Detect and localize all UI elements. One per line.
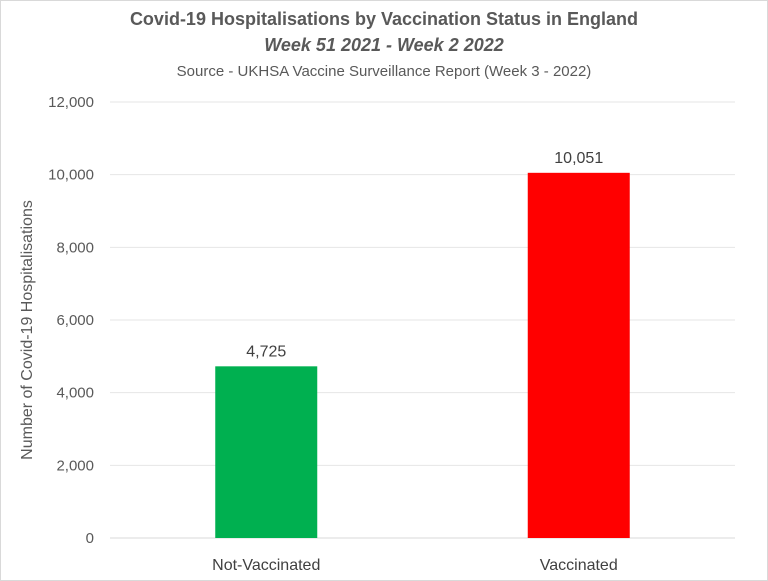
bar-not-vaccinated [215, 366, 318, 538]
y-tick-label: 12,000 [48, 94, 94, 111]
y-tick-label: 8,000 [56, 239, 94, 256]
chart-subtitle: Week 51 2021 - Week 2 2022 [264, 35, 504, 55]
y-tick-label: 4,000 [56, 385, 94, 402]
bars [215, 172, 630, 538]
data-label: 4,725 [246, 343, 286, 360]
y-axis-label: Number of Covid-19 Hospitalisations [19, 200, 36, 460]
x-category-label: Not-Vaccinated [212, 557, 320, 574]
y-axis-ticks: 0 2,000 4,000 6,000 8,000 10,000 12,000 [48, 94, 94, 547]
chart-source: Source - UKHSA Vaccine Surveillance Repo… [176, 63, 592, 80]
y-tick-label: 0 [86, 530, 94, 547]
y-tick-label: 10,000 [48, 167, 94, 184]
y-tick-label: 2,000 [56, 457, 94, 474]
x-axis-categories: Not-Vaccinated Vaccinated [212, 557, 618, 574]
x-category-label: Vaccinated [540, 557, 618, 574]
bar-vaccinated [527, 172, 630, 538]
data-labels: 4,725 10,051 [246, 150, 603, 361]
chart-title: Covid-19 Hospitalisations by Vaccination… [129, 9, 639, 29]
y-tick-label: 6,000 [56, 312, 94, 329]
data-label: 10,051 [554, 150, 603, 167]
gridlines [110, 101, 735, 539]
